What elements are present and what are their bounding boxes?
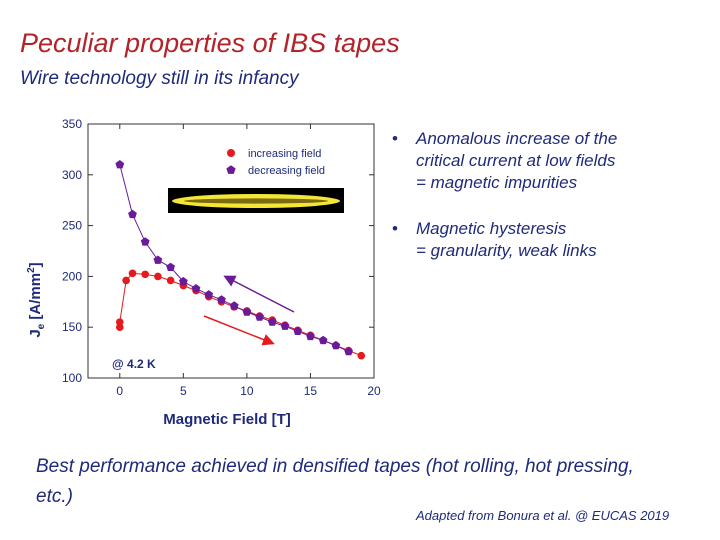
y-tick-label: 250 [62,219,82,233]
source-credit: Adapted from Bonura et al. @ EUCAS 2019 [416,508,670,523]
decreasing-arrow [223,275,295,313]
decreasing-data-point [331,340,341,350]
bullet-line: critical current at low fields [416,151,616,170]
decreasing-data-point [153,255,163,264]
y-tick-label: 200 [62,269,82,283]
x-tick-label: 0 [116,384,123,398]
slide-title: Peculiar properties of IBS tapes [20,28,400,58]
y-tick-label: 100 [62,371,82,385]
bullet-line: Anomalous increase of the [416,129,618,148]
decreasing-data-point [204,290,214,299]
decreasing-data-point [344,347,353,356]
tape-photo-core [184,198,328,204]
decreasing-data-point [229,301,239,310]
decreasing-data-point [293,326,303,335]
increasing-data-point [166,276,175,285]
x-tick-label: 10 [240,384,254,398]
decreasing-data-point [115,160,125,169]
increasing-data-point [128,269,137,278]
increasing-data-point [154,272,162,281]
legend-label: increasing field [248,148,321,160]
bullet-line: = magnetic impurities [416,173,578,192]
decreasing-data-point [255,312,264,321]
decreasing-data-point [267,317,277,326]
decreasing-data-point [191,284,201,293]
y-tick-label: 350 [62,117,82,131]
decreasing-data-point [140,237,150,246]
decreasing-data-point [179,276,188,286]
decreasing-data-point [318,335,328,345]
legend-marker-decreasing [226,165,236,174]
x-axis-label: Magnetic Field [T] [163,411,291,428]
x-tick-label: 20 [367,384,381,398]
slide-subtitle: Wire technology still in its infancy [20,68,299,89]
temperature-annotation: @ 4.2 K [112,357,156,371]
bullet-line: Magnetic hysteresis [416,219,567,238]
decreasing-data-point [280,321,290,330]
decreasing-data-point [166,262,175,271]
decreasing-data-point [128,209,137,219]
y-axis-label: Je [A/mm2] [26,262,47,337]
decreasing-data-point [306,331,315,341]
decreasing-data-point [242,307,252,316]
bullet-item: Anomalous increase of the critical curre… [392,128,712,194]
y-tick-label: 150 [62,320,82,334]
increasing-arrow [203,315,275,346]
decreasing-data-point [217,295,226,304]
legend-label: decreasing field [248,165,325,177]
bullet-list: Anomalous increase of the critical curre… [392,128,712,286]
increasing-data-point [141,270,149,279]
legend-marker-increasing [227,149,235,157]
increasing-data-point [357,351,366,360]
increasing-data-point [115,318,124,326]
conclusion-text: Best performance achieved in densified t… [36,456,634,507]
increasing-data-point [122,276,130,285]
y-tick-label: 300 [62,168,82,182]
bullet-item: Magnetic hysteresis = granularity, weak … [392,218,712,262]
x-tick-label: 5 [180,384,187,398]
plot-frame [87,123,375,379]
bullet-line: = granularity, weak links [416,241,597,260]
x-tick-label: 15 [304,384,318,398]
